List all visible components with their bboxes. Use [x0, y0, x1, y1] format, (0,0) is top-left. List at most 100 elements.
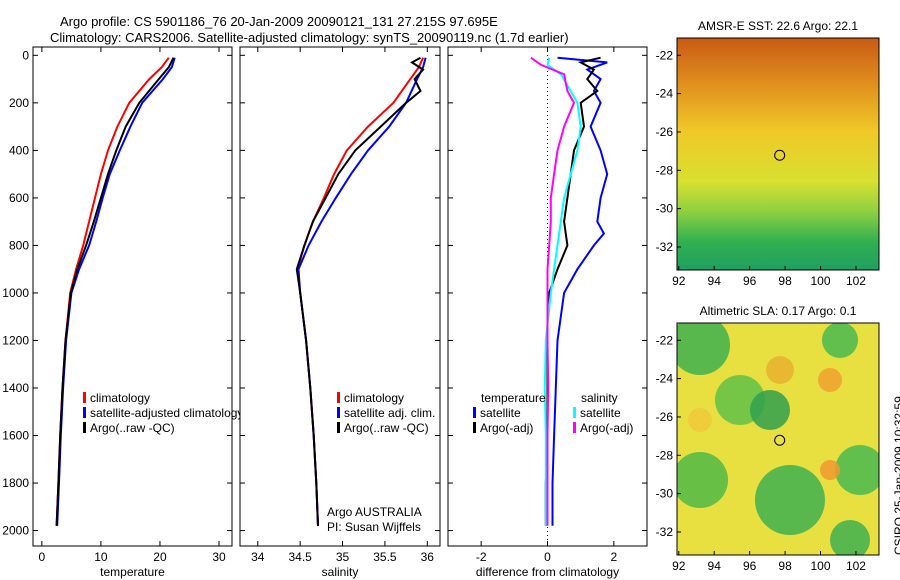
x-tick-label: 36	[421, 550, 435, 564]
argo-location-marker	[774, 434, 786, 446]
legend-item-swatch	[337, 392, 340, 403]
profile-panel-1: 0 10 20 30 0 200 400 600 800 1000 1200 1400 1600 1800…	[2, 46, 243, 579]
y-tick-label: 1200	[2, 333, 29, 347]
y-tick-label: 2000	[2, 524, 29, 538]
y-tick-label: 0	[22, 48, 29, 62]
x-tick-label: 96	[743, 274, 757, 288]
y-tick-label: 1800	[2, 476, 29, 490]
x-tick-label: 92	[672, 559, 686, 573]
x-tick-label: 34.5	[288, 550, 312, 564]
figure-title-line2: Climatology: CARS2006. Satellite-adjuste…	[50, 30, 569, 45]
x-tick-label: 0	[39, 550, 46, 564]
profile-panel-2: 34 34.5 35 35.5 36 salinity climatologysatelli…	[239, 46, 441, 579]
annotation-line2: PI: Susan Wijffels	[327, 520, 421, 534]
legend-sal-argo-swatch	[573, 422, 576, 433]
x-tick-label: 20	[153, 550, 167, 564]
x-tick-label: 30	[212, 550, 226, 564]
legend-item-swatch	[337, 407, 340, 418]
y-tick-label: -24	[656, 87, 674, 101]
x-tick-label: 34	[251, 550, 265, 564]
series-line-salinity-argo-adj-	[530, 56, 576, 526]
series-line-argo-raw-qc-	[55, 57, 175, 526]
legend-item-label: climatology	[90, 391, 150, 405]
y-tick-label: 200	[9, 96, 29, 110]
x-axis-label: temperature	[100, 565, 165, 579]
sla-anomaly-blob	[818, 368, 842, 392]
series-line-temperature-satellite	[551, 56, 609, 526]
y-tick-label: -26	[656, 410, 674, 424]
y-tick-label: -28	[656, 448, 674, 462]
sla-anomaly-blob	[766, 356, 794, 384]
x-tick-label: 100	[811, 274, 831, 288]
sla-anomaly-blob	[820, 460, 840, 480]
y-tick-label: -32	[656, 525, 674, 539]
x-tick-label: 96	[743, 559, 757, 573]
y-tick-label: -32	[656, 240, 674, 254]
y-tick-label: -28	[656, 163, 674, 177]
legend-sal-satellite-swatch	[573, 407, 576, 418]
map-axes-box	[676, 37, 880, 271]
legend-item-label: Argo(..raw -QC)	[344, 421, 429, 435]
sla-anomaly-blob	[822, 323, 858, 358]
sla-anomaly-blob	[830, 520, 870, 555]
map-field	[677, 323, 879, 555]
legend-temperature-title: temperature	[481, 391, 546, 405]
legend-sal-satellite-label: satellite	[580, 406, 621, 420]
x-tick-label: 102	[846, 559, 866, 573]
axes-box	[32, 46, 233, 547]
legend-temp-satellite-swatch	[473, 407, 476, 418]
map-field	[677, 38, 879, 270]
x-tick-label: 10	[94, 550, 108, 564]
legend-temp-argo-swatch	[473, 422, 476, 433]
y-tick-label: -30	[656, 202, 674, 216]
sst-field	[677, 38, 879, 270]
argo-location-marker	[774, 149, 786, 161]
x-tick-label: 2	[610, 550, 617, 564]
y-tick-label: -26	[656, 125, 674, 139]
x-tick-label: 35.5	[373, 550, 397, 564]
y-tick-label: 600	[9, 191, 29, 205]
annotation-line1: Argo AUSTRALIA	[327, 505, 422, 519]
legend-item-swatch	[83, 392, 86, 403]
x-tick-label: -2	[476, 550, 487, 564]
x-tick-label: 98	[778, 559, 792, 573]
figure-title-line1: Argo profile: CS 5901186_76 20-Jan-2009 …	[60, 14, 498, 29]
y-tick-label: -24	[656, 372, 674, 386]
y-tick-label: 1600	[2, 429, 29, 443]
map-panel-1: AMSR-E SST: 22.6 Argo: 22.1 92 94 96 98 100 10…	[656, 19, 880, 288]
legend-item-label: climatology	[344, 391, 404, 405]
y-tick-label: 1000	[2, 286, 29, 300]
sla-anomaly-blob	[750, 390, 790, 430]
x-tick-label: 98	[778, 274, 792, 288]
map-title: Altimetric SLA: 0.17 Argo: 0.1	[700, 304, 857, 318]
y-tick-label: -22	[656, 333, 674, 347]
legend-sal-argo-label: Argo(-adj)	[580, 421, 633, 435]
legend-temp-argo-label: Argo(-adj)	[480, 421, 533, 435]
legend-temp-satellite-label: satellite	[480, 406, 521, 420]
legend-item-swatch	[83, 407, 86, 418]
sla-anomaly-blob	[688, 408, 712, 432]
x-tick-label: 100	[811, 559, 831, 573]
series-line-salinity-satellite	[543, 57, 582, 526]
x-axis-label: salinity	[322, 565, 359, 579]
legend-item-swatch	[337, 422, 340, 433]
sla-anomaly-blob	[755, 465, 825, 535]
legend-item-label: satellite-adjusted climatology	[90, 406, 243, 420]
y-tick-label: 400	[9, 143, 29, 157]
x-tick-label: 35	[336, 550, 350, 564]
sla-anomaly-blob	[677, 452, 728, 508]
x-tick-label: 102	[846, 274, 866, 288]
legend-item-swatch	[83, 422, 86, 433]
x-tick-label: 94	[708, 274, 722, 288]
x-axis-label: difference from climatology	[476, 565, 619, 579]
legend-item-label: satellite adj. clim.	[344, 406, 435, 420]
y-tick-label: 800	[9, 238, 29, 252]
x-tick-label: 92	[672, 274, 686, 288]
legend-item-label: Argo(..raw -QC)	[90, 421, 175, 435]
x-tick-label: 0	[544, 550, 551, 564]
sla-anomaly-blob	[835, 445, 879, 495]
y-tick-label: 1400	[2, 381, 29, 395]
